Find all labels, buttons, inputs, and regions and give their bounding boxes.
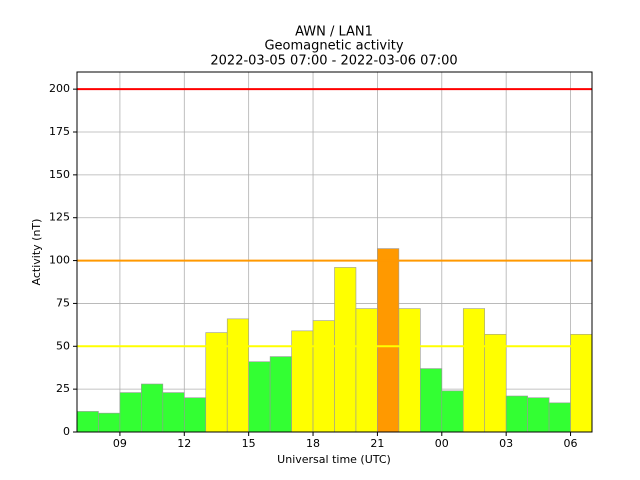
y-tick-label: 125	[49, 211, 70, 224]
bar	[527, 397, 550, 433]
bar	[205, 332, 228, 433]
chart-subtitle: Geomagnetic activity	[264, 39, 403, 54]
bar	[548, 402, 571, 433]
y-tick-label: 175	[49, 125, 70, 138]
bar	[505, 395, 528, 433]
x-tick-label: 15	[242, 437, 256, 450]
x-tick-label: 21	[370, 437, 384, 450]
x-tick-label: 00	[435, 437, 449, 450]
bar	[183, 397, 207, 433]
y-tick-label: 25	[56, 382, 70, 395]
x-axis-label: Universal time (UTC)	[277, 453, 391, 466]
y-tick-label: 50	[56, 339, 70, 352]
y-axis-label: Activity (nT)	[30, 219, 43, 286]
bar	[334, 267, 357, 433]
bar	[420, 368, 443, 433]
chart-title: AWN / LAN1	[295, 25, 373, 40]
bar	[269, 356, 292, 433]
x-tick-label: 09	[113, 437, 127, 450]
bar	[355, 308, 378, 433]
x-tick-label: 06	[564, 437, 578, 450]
chart-period: 2022-03-05 07:00 - 2022-03-06 07:00	[210, 54, 457, 69]
bar	[377, 248, 400, 433]
bar	[76, 411, 99, 433]
bar	[162, 392, 185, 433]
y-tick-label: 0	[63, 425, 70, 438]
x-tick-label: 12	[177, 437, 191, 450]
bar	[441, 390, 464, 433]
y-tick-label: 200	[49, 82, 70, 95]
x-tick-label: 18	[306, 437, 320, 450]
bar	[248, 361, 271, 433]
bar	[141, 383, 164, 433]
y-tick-label: 150	[49, 168, 70, 181]
x-tick-label: 03	[499, 437, 513, 450]
bar	[484, 333, 507, 433]
bar	[119, 392, 142, 433]
bar	[312, 320, 335, 433]
y-tick-label: 75	[56, 296, 70, 309]
bar	[462, 308, 486, 433]
bar	[226, 318, 249, 433]
plot-frame	[76, 71, 593, 433]
bar	[570, 333, 593, 433]
bar	[98, 412, 121, 433]
y-tick-label: 100	[49, 254, 70, 267]
bar	[398, 308, 421, 433]
